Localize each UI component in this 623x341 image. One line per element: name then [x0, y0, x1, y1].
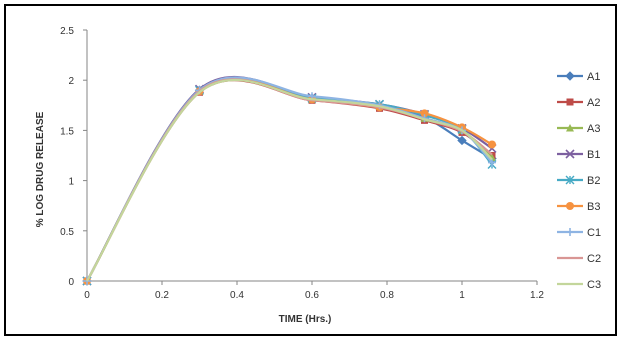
x-tick-label: 0.8 — [380, 290, 394, 301]
legend-label-c1: C1 — [587, 227, 601, 239]
series-a3 — [83, 78, 496, 285]
legend-label-b1: B1 — [587, 149, 600, 161]
legend-label-b2: B2 — [587, 175, 600, 187]
legend-item-a3: A3 — [557, 123, 600, 135]
y-tick-label: 0.5 — [60, 227, 74, 238]
series-a2 — [83, 79, 496, 285]
y-tick-label: 1 — [68, 177, 74, 188]
series-line-c3 — [86, 78, 493, 282]
line-chart: 0 0.2 0.4 0.6 0.8 1 1.2 0 0.5 1 1.5 2 2.5 A1 A2 A3 B1 B2… — [35, 26, 601, 325]
y-tick-label: 2 — [68, 76, 74, 87]
x-tick-label: 1.2 — [530, 290, 544, 301]
legend-label-a3: A3 — [587, 123, 600, 135]
data-point-b3 — [420, 109, 429, 118]
x-tick-label: 1 — [459, 290, 465, 301]
x-tick-label: 0.4 — [230, 290, 244, 301]
legend-item-b2: B2 — [557, 175, 600, 187]
legend-item-a2: A2 — [557, 97, 600, 109]
series-b3 — [83, 78, 496, 285]
data-point-b3 — [488, 140, 496, 149]
series-line-a1 — [86, 77, 493, 282]
axes: 0 0.2 0.4 0.6 0.8 1 1.2 0 0.5 1 1.5 2 2.5 — [60, 26, 544, 301]
legend-item-c2: C2 — [557, 253, 601, 265]
marker-stroke — [565, 149, 575, 159]
x-tick-label: 0.2 — [155, 290, 169, 301]
series-line-b1 — [86, 76, 493, 282]
series-line-c2 — [86, 78, 493, 282]
legend-label-c3: C3 — [587, 279, 601, 291]
legend-item-b1: B1 — [557, 149, 600, 161]
series-line-a3 — [86, 78, 493, 282]
chart-frame: 0 0.2 0.4 0.6 0.8 1 1.2 0 0.5 1 1.5 2 2.5 A1 A2 A3 B1 B2… — [4, 4, 617, 336]
series-line-c1 — [86, 76, 493, 282]
series-c1 — [83, 76, 496, 285]
legend-item-c1: C1 — [557, 227, 601, 239]
legend-label-a1: A1 — [587, 71, 600, 83]
series-c2 — [86, 78, 493, 282]
legend: A1 A2 A3 B1 B2 B3 C1 C2 C3 — [557, 71, 601, 291]
series-line-a2 — [86, 79, 493, 282]
legend-marker-a3 — [566, 124, 574, 132]
series-a1 — [82, 77, 497, 286]
x-axis-title: TIME (Hrs.) — [279, 314, 332, 325]
x-tick-label: 0.6 — [305, 290, 319, 301]
y-axis-title: % LOG DRUG RELEASE — [35, 111, 46, 227]
series-b2 — [82, 77, 497, 286]
legend-marker-c1 — [566, 228, 574, 236]
data-point-a1 — [457, 135, 467, 146]
legend-marker-b1 — [565, 149, 575, 159]
legend-marker-a2 — [566, 98, 574, 106]
legend-label-c2: C2 — [587, 253, 601, 265]
series-lines — [82, 76, 497, 286]
legend-label-b3: B3 — [587, 201, 600, 213]
series-c3 — [86, 78, 493, 282]
legend-marker-a1 — [565, 71, 575, 81]
legend-item-a1: A1 — [557, 71, 600, 83]
y-tick-label: 0 — [68, 277, 74, 288]
legend-item-b3: B3 — [557, 201, 600, 213]
series-line-b2 — [86, 77, 493, 282]
legend-marker-b2 — [565, 175, 575, 185]
x-tick-label: 0 — [84, 290, 90, 301]
y-tick-label: 1.5 — [60, 126, 74, 137]
series-b1 — [82, 76, 497, 286]
series-line-b3 — [86, 78, 493, 282]
legend-marker-b3 — [566, 202, 574, 210]
legend-label-a2: A2 — [587, 97, 600, 109]
y-tick-label: 2.5 — [60, 26, 74, 37]
data-point-c1 — [488, 158, 496, 167]
legend-item-c3: C3 — [557, 279, 601, 291]
